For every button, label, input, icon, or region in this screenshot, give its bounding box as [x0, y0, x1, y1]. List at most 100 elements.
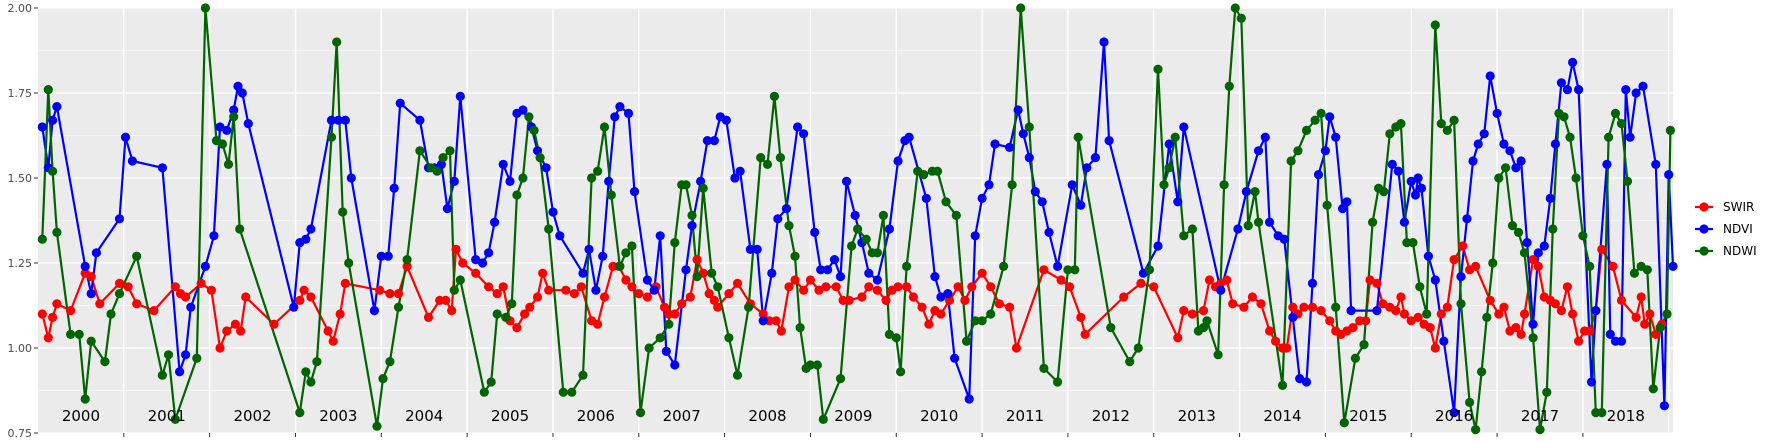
y-tick-label: 2.00 [8, 2, 33, 15]
data-point-swir [569, 289, 580, 299]
data-point-ndvi [1164, 139, 1174, 149]
data-point-ndvi [1410, 190, 1421, 200]
data-point-ndvi [1399, 217, 1409, 227]
data-point-ndvi [649, 285, 659, 295]
data-point-swir [1198, 306, 1209, 316]
data-point-swir [1533, 261, 1543, 271]
data-point-ndvi [1556, 78, 1566, 88]
data-point-ndwi [1310, 115, 1320, 125]
data-point-ndwi [1153, 64, 1163, 74]
data-point-swir [1430, 343, 1440, 353]
data-point-ndvi [175, 367, 185, 377]
data-point-swir [328, 336, 338, 346]
data-point-swir [994, 299, 1004, 309]
data-point-ndwi [1213, 350, 1223, 360]
data-point-swir [1372, 278, 1382, 288]
data-point-ndwi [301, 367, 311, 377]
legend-marker-swir [1699, 202, 1709, 212]
data-point-swir [1307, 302, 1318, 312]
data-point-ndwi [615, 261, 625, 271]
data-point-swir [1136, 278, 1146, 288]
data-point-ndwi [896, 367, 906, 377]
data-point-ndvi [1260, 132, 1270, 142]
data-point-ndvi [810, 227, 820, 237]
data-point-ndwi [999, 261, 1009, 271]
data-point-swir [1065, 282, 1075, 292]
data-point-swir [43, 333, 53, 343]
data-point-swir [576, 282, 586, 292]
data-point-ndwi [1164, 163, 1174, 173]
data-point-ndvi [829, 255, 840, 265]
data-point-swir [1378, 299, 1388, 309]
data-point-ndvi [1602, 159, 1612, 169]
data-point-ndwi [1331, 302, 1341, 312]
data-point-ndvi [1522, 238, 1532, 248]
data-point-ndwi [941, 197, 951, 207]
data-point-ndvi [1179, 122, 1189, 132]
data-point-ndwi [1585, 261, 1595, 271]
data-point-ndwi [1616, 119, 1627, 129]
data-point-ndvi [1586, 377, 1597, 387]
data-point-ndvi [415, 115, 425, 125]
x-axis [123, 433, 1584, 437]
data-point-ndwi [1482, 312, 1492, 322]
data-point-swir [1204, 275, 1215, 285]
data-point-swir [561, 285, 571, 295]
data-point-ndwi [1007, 180, 1017, 190]
data-point-ndwi [1662, 309, 1672, 319]
data-point-ndwi [1477, 367, 1487, 377]
data-point-ndvi [1099, 37, 1109, 47]
data-point-swir [799, 285, 809, 295]
data-point-ndvi [1018, 129, 1028, 139]
data-point-ndvi [1372, 306, 1382, 316]
data-point-ndvi [1574, 85, 1584, 95]
data-point-ndwi [606, 190, 616, 200]
data-point-swir [306, 292, 316, 302]
data-point-ndvi [661, 346, 671, 356]
data-point-ndwi [37, 234, 47, 244]
data-point-swir [1516, 329, 1526, 339]
data-point-ndvi [233, 81, 243, 91]
data-point-ndwi [344, 258, 354, 268]
data-point-ndvi [555, 231, 565, 241]
data-point-ndwi [587, 173, 597, 183]
data-point-swir [1550, 299, 1560, 309]
data-point-ndwi [1070, 265, 1080, 275]
data-point-ndwi [1073, 132, 1083, 142]
data-point-swir [520, 309, 530, 319]
data-point-swir [48, 312, 58, 322]
data-point-ndwi [1316, 108, 1326, 118]
data-point-swir [471, 268, 481, 278]
data-point-ndwi [878, 210, 889, 220]
data-point-ndwi [1655, 323, 1665, 333]
data-point-ndvi [1090, 153, 1100, 163]
data-point-ndvi [1067, 180, 1077, 190]
data-point-ndwi [762, 159, 773, 169]
data-point-ndwi [1187, 224, 1197, 234]
year-label: 2011 [1006, 407, 1044, 425]
data-point-swir [1173, 333, 1183, 343]
data-point-ndwi [235, 224, 245, 234]
data-point-ndwi [1501, 163, 1511, 173]
data-point-ndwi [769, 91, 780, 101]
data-point-ndwi [681, 180, 691, 190]
data-point-ndvi [773, 214, 783, 224]
data-point-ndvi [799, 129, 809, 139]
data-point-ndvi [1562, 85, 1572, 95]
data-point-ndvi [1301, 377, 1312, 387]
data-point-ndwi [1465, 397, 1475, 407]
data-point-ndwi [1243, 221, 1253, 231]
data-point-swir [1651, 329, 1661, 339]
y-tick-label: 1.00 [8, 342, 33, 355]
data-point-swir [1288, 302, 1298, 312]
data-point-ndvi [1621, 85, 1631, 95]
data-point-ndvi [181, 350, 191, 360]
data-point-ndwi [432, 166, 442, 176]
data-point-ndvi [1342, 197, 1352, 207]
data-point-ndvi [1253, 146, 1264, 156]
data-point-ndvi [1024, 153, 1034, 163]
data-point-ndvi [186, 302, 196, 312]
year-label: 2008 [748, 407, 786, 425]
data-point-ndvi [471, 255, 481, 265]
